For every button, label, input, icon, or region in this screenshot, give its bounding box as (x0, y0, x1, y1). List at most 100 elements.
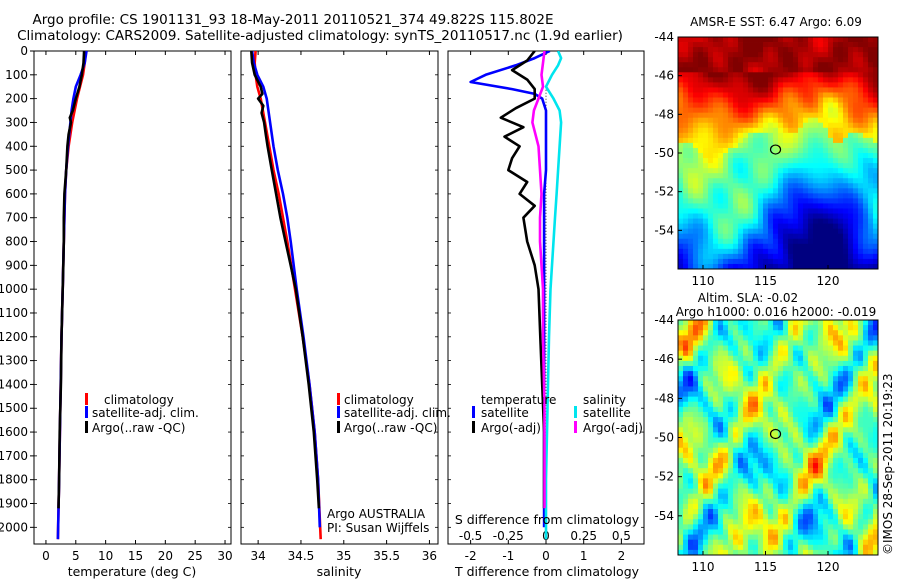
heatmap-cell (743, 376, 749, 382)
heatmap-cell (848, 102, 854, 109)
heatmap-cell (788, 376, 794, 382)
heatmap-cell (843, 432, 849, 438)
heatmap-cell (873, 452, 878, 459)
heatmap-cell (848, 386, 854, 392)
heatmap-cell (843, 498, 849, 505)
heatmap-cell (698, 365, 704, 372)
heatmap-cell (853, 77, 859, 83)
heatmap-cell (838, 330, 844, 336)
heatmap-cell (678, 122, 684, 129)
heatmap-cell (783, 534, 789, 541)
heatmap-cell (678, 427, 684, 433)
heatmap-cell (813, 320, 819, 326)
heatmap-cell (728, 127, 734, 134)
heatmap-cell (713, 153, 719, 159)
heatmap-cell (758, 198, 764, 204)
heatmap-cell (763, 67, 769, 73)
heatmap-cell (688, 178, 694, 184)
heatmap-cell (838, 62, 844, 68)
heatmap-cell (738, 183, 744, 189)
heatmap-cell (768, 335, 774, 341)
heatmap-cell (728, 401, 734, 408)
heatmap-cell (838, 376, 844, 382)
heatmap-cell (843, 173, 849, 179)
heatmap-cell (733, 248, 739, 255)
heatmap-cell (808, 158, 814, 164)
heatmap-cell (733, 163, 739, 169)
heatmap-cell (773, 457, 779, 464)
heatmap-cell (758, 147, 764, 154)
heatmap-cell (818, 77, 824, 83)
heatmap-cell (748, 355, 754, 362)
heatmap-cell (808, 422, 814, 428)
heatmap-cell (788, 345, 794, 352)
heatmap-cell (818, 168, 824, 174)
heatmap-cell (763, 468, 769, 474)
heatmap-cell (698, 437, 704, 444)
depth-tick-label: 1400 (0, 377, 28, 391)
heatmap-cell (773, 488, 779, 495)
heatmap-cell (823, 350, 829, 357)
heatmap-cell (823, 198, 829, 204)
heatmap-cell (788, 493, 794, 500)
heatmap-cell (733, 391, 739, 398)
heatmap-cell (858, 263, 864, 269)
heatmap-cell (873, 355, 878, 362)
heatmap-cell (678, 391, 684, 398)
heatmap-cell (768, 67, 774, 73)
heatmap-cell (778, 228, 784, 235)
heatmap-cell (873, 107, 878, 114)
heatmap-cell (858, 52, 864, 58)
heatmap-cell (833, 401, 839, 408)
heatmap-cell (748, 360, 754, 367)
heatmap-cell (783, 539, 789, 546)
heatmap-cell (858, 223, 864, 230)
heatmap-cell (748, 539, 754, 546)
heatmap-cell (733, 340, 739, 346)
heatmap-cell (813, 381, 819, 387)
heatmap-cell (778, 340, 784, 346)
heatmap-cell (693, 498, 699, 505)
heatmap-cell (778, 345, 784, 352)
heatmap-cell (713, 203, 719, 209)
heatmap-cell (758, 427, 764, 433)
heatmap-cell (843, 87, 849, 93)
heatmap-cell (748, 544, 754, 551)
heatmap-cell (683, 432, 689, 438)
heatmap-cell (818, 325, 824, 331)
heatmap-cell (803, 137, 809, 144)
heatmap-cell (778, 218, 784, 225)
heatmap-cell (748, 498, 754, 505)
heatmap-cell (753, 503, 759, 510)
heatmap-cell (703, 82, 709, 88)
heatmap-cell (823, 345, 829, 352)
heatmap-cell (758, 355, 764, 362)
heatmap-cell (768, 127, 774, 134)
heatmap-cell (863, 142, 869, 149)
heatmap-cell (818, 208, 824, 214)
heatmap-cell (858, 117, 864, 124)
heatmap-cell (733, 37, 739, 43)
heatmap-cell (773, 47, 779, 53)
heatmap-cell (833, 442, 839, 449)
heatmap-cell (823, 158, 829, 164)
heatmap-cell (678, 544, 684, 551)
heatmap-cell (773, 483, 779, 489)
heatmap-cell (788, 396, 794, 403)
heatmap-cell (723, 72, 729, 78)
heatmap-cell (768, 350, 774, 357)
heatmap-cell (768, 386, 774, 392)
heatmap-cell (683, 97, 689, 103)
heatmap-cell (813, 163, 819, 169)
heatmap-cell (863, 463, 869, 469)
heatmap-cell (818, 468, 824, 474)
heatmap-cell (798, 478, 804, 484)
heatmap-cell (773, 223, 779, 230)
heatmap-cell (823, 153, 829, 159)
heatmap-cell (823, 243, 829, 250)
heatmap-cell (788, 442, 794, 449)
heatmap-cell (823, 411, 829, 418)
heatmap-cell (728, 183, 734, 189)
heatmap-cell (688, 371, 694, 377)
heatmap-cell (723, 473, 729, 479)
